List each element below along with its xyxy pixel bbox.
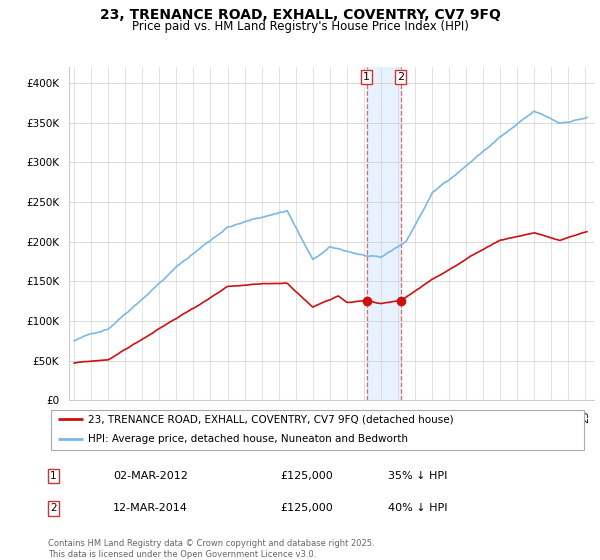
Text: £125,000: £125,000 — [280, 471, 333, 481]
Text: 23, TRENANCE ROAD, EXHALL, COVENTRY, CV7 9FQ (detached house): 23, TRENANCE ROAD, EXHALL, COVENTRY, CV7… — [89, 414, 454, 424]
Text: 2: 2 — [50, 503, 57, 514]
Text: 2: 2 — [397, 72, 404, 82]
Text: 12-MAR-2014: 12-MAR-2014 — [113, 503, 188, 514]
Text: Contains HM Land Registry data © Crown copyright and database right 2025.
This d: Contains HM Land Registry data © Crown c… — [48, 539, 374, 559]
Text: HPI: Average price, detached house, Nuneaton and Bedworth: HPI: Average price, detached house, Nune… — [89, 434, 409, 444]
Text: 23, TRENANCE ROAD, EXHALL, COVENTRY, CV7 9FQ: 23, TRENANCE ROAD, EXHALL, COVENTRY, CV7… — [100, 8, 500, 22]
Text: 40% ↓ HPI: 40% ↓ HPI — [388, 503, 448, 514]
Text: Price paid vs. HM Land Registry's House Price Index (HPI): Price paid vs. HM Land Registry's House … — [131, 20, 469, 32]
Bar — [367, 67, 401, 400]
Text: 02-MAR-2012: 02-MAR-2012 — [113, 471, 188, 481]
Text: 1: 1 — [363, 72, 370, 82]
Text: 1: 1 — [50, 471, 57, 481]
Text: £125,000: £125,000 — [280, 503, 333, 514]
Text: 35% ↓ HPI: 35% ↓ HPI — [388, 471, 448, 481]
FancyBboxPatch shape — [50, 410, 584, 450]
